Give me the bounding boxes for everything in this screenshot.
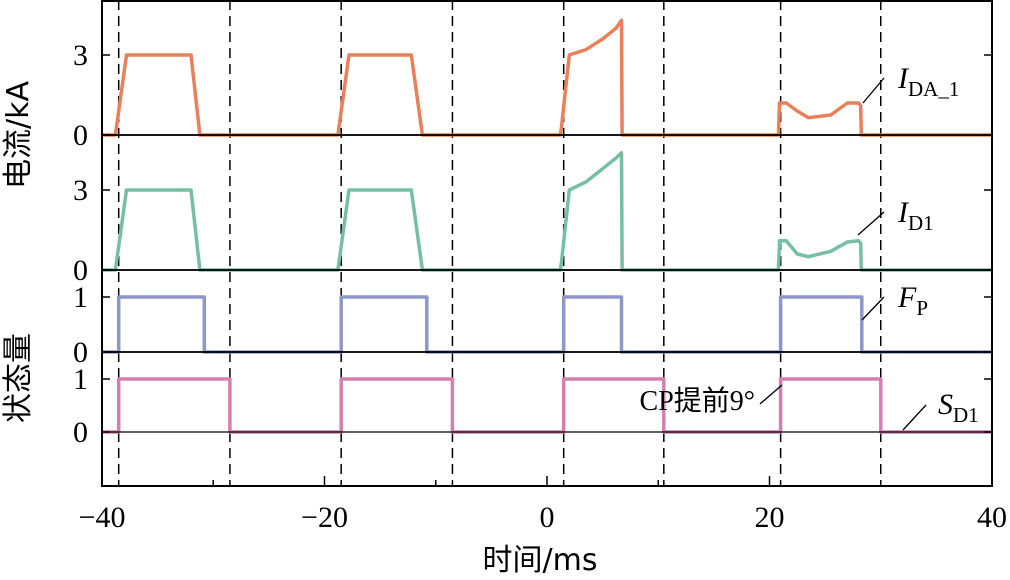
series-layer: [102, 18, 992, 434]
y-tick-label: 0: [73, 119, 88, 152]
series-line-I-D1: [102, 150, 992, 272]
series-label-I-D1: ID1: [897, 196, 934, 235]
y-tick-label: 0: [73, 336, 88, 369]
x-tick-label: 40: [977, 501, 1007, 534]
series-label-leader: [862, 77, 885, 104]
series-label-leader: [861, 296, 885, 321]
y-tick-label: 3: [73, 39, 88, 72]
y-axis-label-current: 电流/kA: [1, 81, 36, 189]
y-tick-label: 1: [73, 281, 88, 314]
plot-frame: [101, 0, 993, 487]
x-tick-label: 20: [755, 501, 785, 534]
y-tick-label: 1: [73, 363, 88, 396]
annotation-leader: [759, 384, 783, 405]
y-axis-label-state: 状态量: [1, 333, 36, 423]
y-tick-label: 3: [73, 174, 88, 207]
series-label-S-D1: SD1: [938, 388, 979, 427]
event-lines: [117, 0, 882, 486]
x-tick-label: 0: [540, 501, 555, 534]
x-axis-label: 时间/ms: [483, 543, 598, 578]
y-tick-label: 0: [73, 416, 88, 449]
series-line-S-D1: [102, 377, 992, 434]
x-tick-label: −40: [79, 501, 126, 534]
series-label-leader: [902, 404, 927, 431]
series-label-leader: [857, 211, 885, 236]
series-label-F-P: FP: [897, 281, 928, 320]
axes-layer: [101, 0, 993, 487]
series-line-F-P: [102, 295, 992, 354]
annotation-cp-advance: CP提前9°: [640, 385, 755, 417]
series-label-I-DA_1: IDA_1: [897, 62, 959, 101]
y-tick-label: 0: [73, 254, 88, 287]
series-line-I-DA_1: [102, 18, 992, 137]
x-tick-label: −20: [301, 501, 348, 534]
